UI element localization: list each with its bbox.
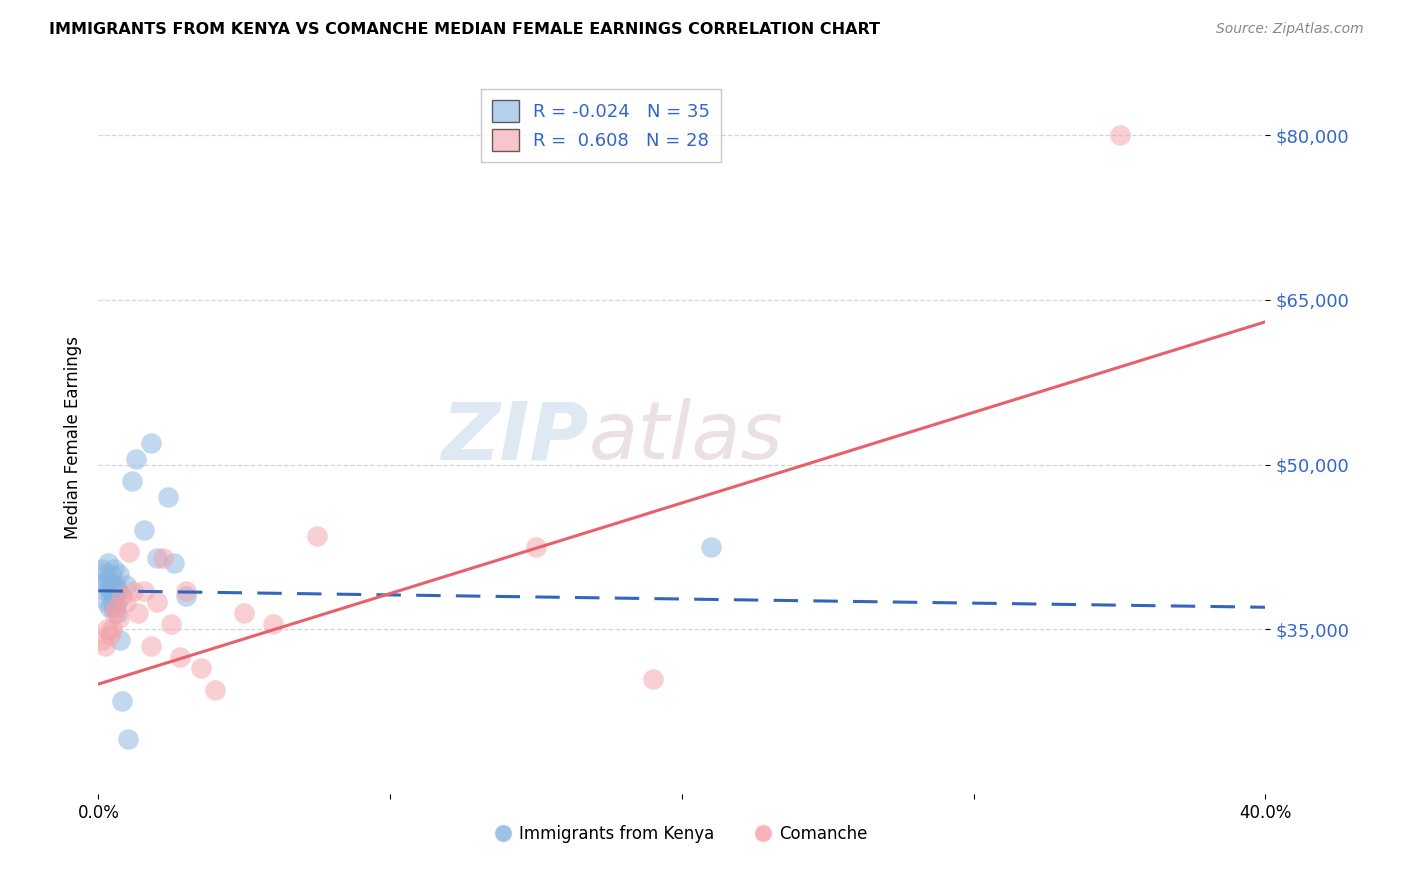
Point bbox=[700, 540, 723, 554]
Point bbox=[111, 589, 134, 603]
Point bbox=[90, 562, 112, 576]
Point bbox=[118, 545, 141, 559]
Point bbox=[96, 622, 118, 636]
Point bbox=[104, 578, 127, 592]
Point bbox=[93, 578, 115, 592]
Text: atlas: atlas bbox=[589, 398, 783, 476]
Point bbox=[132, 583, 155, 598]
Point bbox=[111, 693, 134, 707]
Point bbox=[132, 524, 155, 538]
Point bbox=[146, 550, 169, 565]
Text: IMMIGRANTS FROM KENYA VS COMANCHE MEDIAN FEMALE EARNINGS CORRELATION CHART: IMMIGRANTS FROM KENYA VS COMANCHE MEDIAN… bbox=[49, 22, 880, 37]
Point bbox=[169, 649, 191, 664]
Point bbox=[103, 600, 125, 615]
Point bbox=[90, 633, 112, 648]
Point bbox=[105, 606, 128, 620]
Point bbox=[101, 622, 124, 636]
Point bbox=[108, 567, 131, 582]
Point bbox=[115, 578, 138, 592]
Point bbox=[94, 567, 117, 582]
Point bbox=[174, 583, 197, 598]
Point bbox=[122, 583, 145, 598]
Point bbox=[139, 435, 162, 450]
Point bbox=[103, 606, 125, 620]
Point bbox=[115, 595, 138, 609]
Point bbox=[96, 595, 118, 609]
Point bbox=[98, 583, 121, 598]
Point bbox=[97, 557, 120, 571]
Point bbox=[100, 567, 122, 582]
Text: Source: ZipAtlas.com: Source: ZipAtlas.com bbox=[1216, 22, 1364, 37]
Point bbox=[94, 583, 117, 598]
Point bbox=[100, 595, 122, 609]
Point bbox=[190, 660, 212, 674]
Point bbox=[103, 562, 125, 576]
Point bbox=[121, 474, 143, 488]
Y-axis label: Median Female Earnings: Median Female Earnings bbox=[63, 335, 82, 539]
Point bbox=[174, 589, 197, 603]
Point bbox=[262, 616, 284, 631]
Point bbox=[524, 540, 547, 554]
Text: ZIP: ZIP bbox=[441, 398, 589, 476]
Point bbox=[139, 639, 162, 653]
Point bbox=[94, 639, 117, 653]
Point bbox=[307, 529, 329, 543]
Point bbox=[101, 583, 124, 598]
Point bbox=[157, 491, 180, 505]
Point bbox=[1108, 128, 1130, 143]
Legend: Immigrants from Kenya, Comanche: Immigrants from Kenya, Comanche bbox=[489, 819, 875, 850]
Point bbox=[163, 557, 186, 571]
Point bbox=[108, 611, 131, 625]
Point bbox=[107, 583, 129, 598]
Point bbox=[110, 633, 132, 648]
Point bbox=[152, 550, 174, 565]
Point bbox=[98, 578, 121, 592]
Point bbox=[96, 573, 118, 587]
Point bbox=[204, 682, 226, 697]
Point bbox=[641, 672, 664, 686]
Point bbox=[233, 606, 256, 620]
Point bbox=[104, 600, 127, 615]
Point bbox=[146, 595, 169, 609]
Point bbox=[97, 600, 120, 615]
Point bbox=[104, 589, 127, 603]
Point bbox=[125, 452, 148, 467]
Point bbox=[105, 595, 128, 609]
Point bbox=[98, 628, 121, 642]
Point bbox=[101, 578, 124, 592]
Point bbox=[117, 731, 139, 746]
Point bbox=[160, 616, 183, 631]
Point bbox=[127, 606, 149, 620]
